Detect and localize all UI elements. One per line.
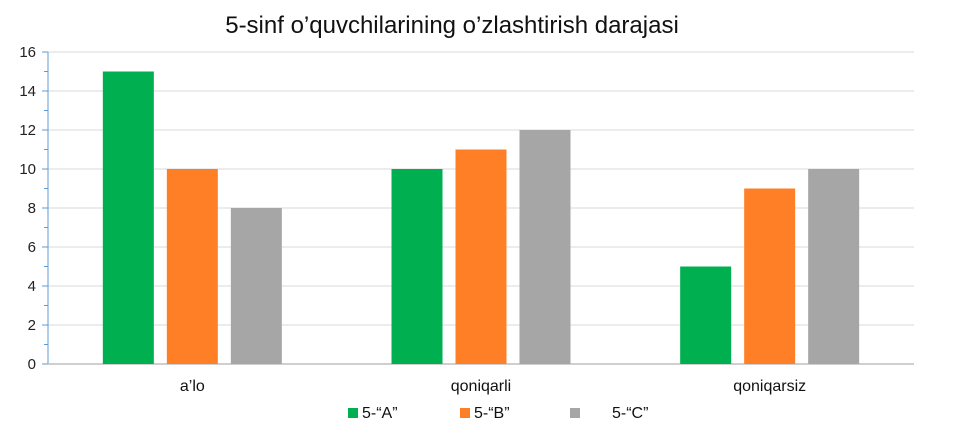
y-tick-label: 10 [19,161,36,178]
x-axis-labels: a’lo qoniqarli qoniqarsiz [180,378,806,395]
legend-label: 5-“C” [612,405,648,422]
y-tick-label: 6 [28,239,36,256]
legend-swatch [460,408,470,418]
bar-layer [102,71,860,364]
legend-label: 5-“B” [474,405,510,422]
bar [744,188,796,364]
y-tick-label: 4 [28,278,36,295]
y-tick-label: 14 [19,83,36,100]
chart-title: 5-sinf o’quvchilarining o’zlashtirish da… [225,12,679,39]
y-tick-label: 0 [28,356,36,373]
bar [455,149,507,364]
bar [102,71,154,364]
bar [391,169,443,364]
legend-label: 5-“A” [362,405,398,422]
x-tick-label: qoniqarli [451,378,511,395]
bar [166,169,218,364]
x-tick-label: a’lo [180,378,205,395]
legend-swatch [348,408,358,418]
y-tick-label: 12 [19,122,36,139]
legend: 5-“A” 5-“B” 5-“C” [348,405,648,422]
y-tick-label: 16 [19,44,36,61]
legend-swatch [570,408,580,418]
bar [680,266,732,364]
bar [519,130,571,364]
x-tick-label: qoniqarsiz [733,378,806,395]
y-tick-label: 2 [28,317,36,334]
bar [808,169,860,364]
bar [230,208,282,364]
y-tick-label: 8 [28,200,36,217]
